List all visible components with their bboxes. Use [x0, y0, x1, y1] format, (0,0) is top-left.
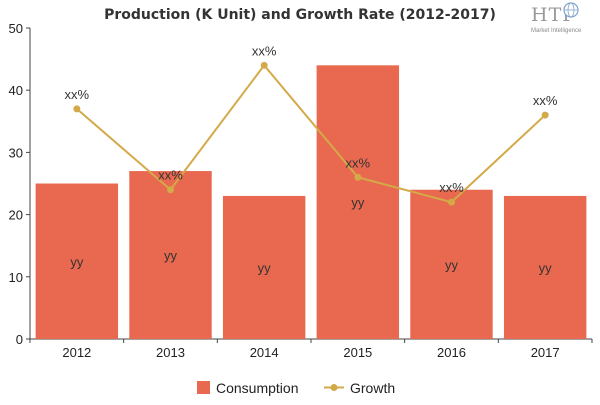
- legend-label-growth: Growth: [350, 380, 395, 396]
- y-tick-label: 10: [9, 270, 23, 285]
- x-tick-label: 2016: [437, 345, 466, 360]
- line-data-label: xx%: [346, 155, 371, 170]
- bar: [410, 189, 493, 339]
- bar: [316, 65, 400, 339]
- legend: Consumption Growth: [197, 380, 395, 396]
- axes: 0 10 20 30 40 50 2012 2013 2014 2015 2016 2017: [9, 21, 593, 360]
- line-data-label: xx%: [533, 93, 558, 108]
- globe-icon: [563, 2, 579, 18]
- chart-title: Production (K Unit) and Growth Rate (201…: [104, 7, 496, 23]
- line-point: [448, 198, 455, 206]
- growth-line: [76, 63, 546, 204]
- bar: [129, 171, 212, 339]
- y-tick-label: 20: [9, 208, 23, 223]
- y-tick-label: 30: [9, 145, 23, 160]
- y-tick-label: 40: [9, 83, 23, 98]
- bar-data-label: yy: [164, 248, 178, 263]
- line-point: [260, 61, 268, 69]
- legend-swatch-growth-marker: [330, 384, 338, 391]
- bar-data-label: yy: [539, 260, 553, 275]
- line-data-label: xx%: [439, 180, 464, 195]
- x-tick-label: 2012: [62, 345, 91, 360]
- line-data-label: xx%: [65, 87, 90, 102]
- x-tick-label: 2015: [343, 345, 372, 360]
- line-series: xx% xx% xx% xx% xx% xx%: [65, 43, 558, 206]
- x-tick-label: 2017: [531, 345, 560, 360]
- bar: [35, 183, 119, 339]
- y-tick-label: 0: [16, 332, 23, 347]
- htf-logo: HTF Market Intelligence: [531, 2, 582, 34]
- bar-series: yy yy yy yy yy yy: [35, 65, 587, 339]
- x-tick-label: 2013: [156, 345, 185, 360]
- bar-data-label: yy: [70, 254, 84, 269]
- bar-data-label: yy: [445, 257, 459, 272]
- bar: [503, 195, 587, 339]
- line-point: [541, 111, 549, 119]
- legend-label-consumption: Consumption: [216, 380, 299, 396]
- line-point: [167, 186, 174, 194]
- bar: [222, 195, 306, 339]
- legend-swatch-consumption: [197, 381, 210, 394]
- logo-subtext: Market Intelligence: [531, 28, 582, 34]
- y-tick-label: 50: [9, 21, 23, 36]
- line-point: [354, 173, 362, 181]
- bar-data-label: yy: [258, 260, 272, 275]
- x-tick-label: 2014: [250, 345, 279, 360]
- line-point: [73, 105, 81, 113]
- line-data-label: xx%: [252, 43, 277, 58]
- bar-data-label: yy: [351, 195, 365, 210]
- line-data-label: xx%: [158, 168, 183, 183]
